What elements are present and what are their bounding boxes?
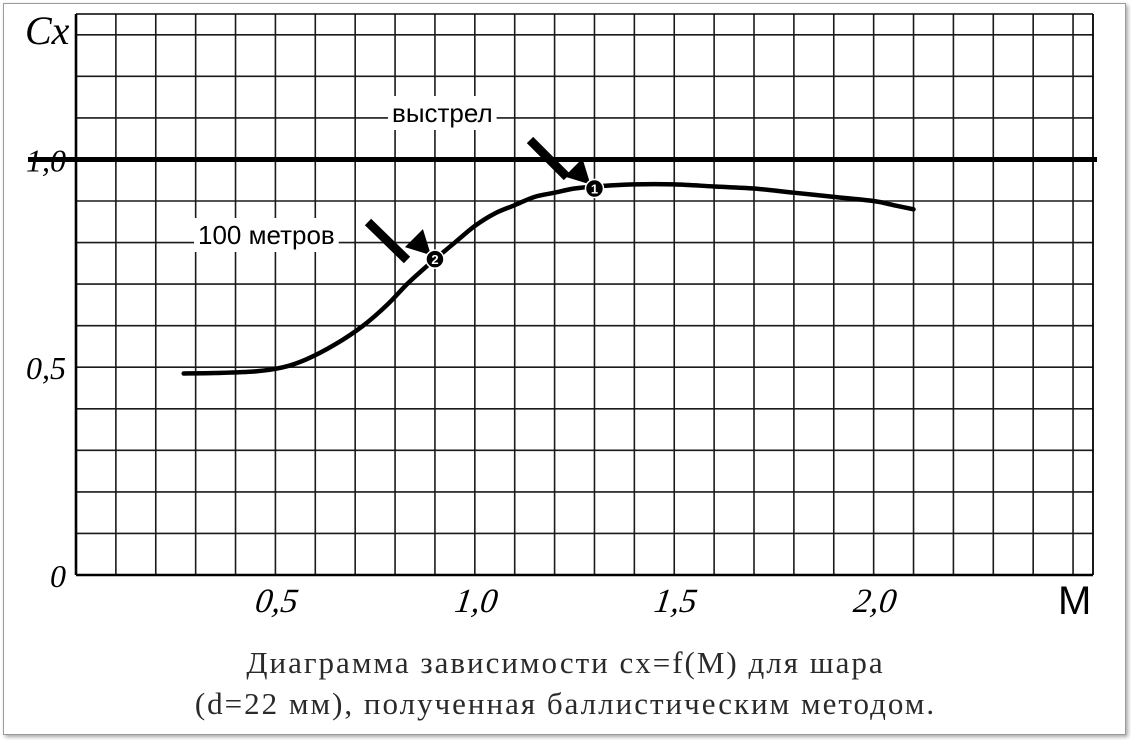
caption-line-2: (d=22 мм), полученная баллистическим мет… [194,686,937,721]
axes [74,13,1094,577]
grid [76,14,1093,575]
annotation-label-background [194,218,339,252]
annotation-marker-number: 1 [591,182,598,197]
y-tick-label: 1,0 [26,142,66,178]
annotation-arrow [364,218,411,264]
annotation-arrow [526,136,571,181]
caption-line-1: Диаграмма зависимости cx=f(M) для шара [246,645,885,680]
annotation-marker-number: 2 [431,252,438,267]
annotation-arrowhead [404,229,431,256]
x-tick-label: 0,5 [253,583,301,620]
x-axis-label: M [1058,579,1091,623]
annotation-label: выстрел [392,98,493,128]
y-axis-label: Cx [25,8,70,53]
series-line [181,181,916,376]
tick-labels: 0,5 1,0 1,5 2,0 0 0,5 1,0 Cx M [25,8,1091,623]
annotation-label: 100 метров [198,220,335,250]
annotations: 1 выстрел 2 100 метров [194,96,605,269]
series-group [181,181,916,376]
annotation-label-background [388,96,497,130]
y-tick-label: 0,5 [26,350,66,386]
x-tick-label: 1,5 [652,583,700,620]
x-tick-label: 2,0 [851,583,899,620]
y-tick-label: 0 [50,558,66,594]
x-tick-label: 1,0 [452,583,500,620]
annotation-marker [425,249,445,269]
annotation-arrowhead [564,158,591,185]
cx-vs-mach-chart: 0,5 1,0 1,5 2,0 0 0,5 1,0 Cx M 1 выстрел 2 100 метр… [25,8,1097,623]
annotation-marker [584,178,605,199]
figure-frame [3,3,1126,735]
